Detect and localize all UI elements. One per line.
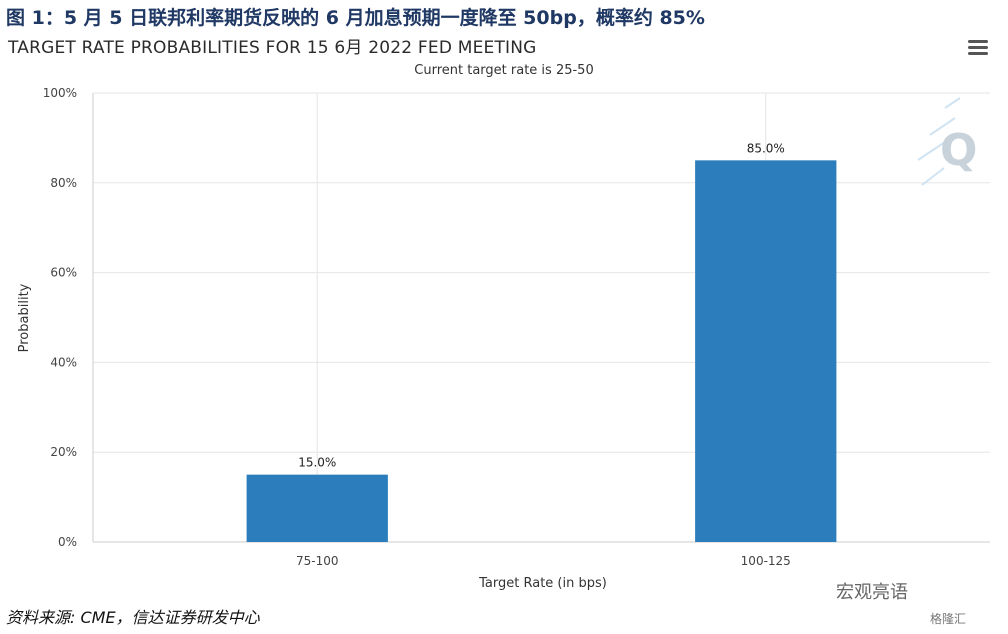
x-tick-label: 100-125 [741,554,791,568]
data-label: 85.0% [747,141,785,155]
q-logo-icon: Q [917,97,977,186]
data-label: 15.0% [298,456,336,470]
chart-title: TARGET RATE PROBABILITIES FOR 15 6月 2022… [8,38,537,58]
watermark-text: 宏观亮语 [836,582,908,603]
y-tick-label: 80% [50,176,77,190]
x-tick-label: 75-100 [296,554,339,568]
watermark-sub-text: 格隆汇 [930,612,967,626]
y-tick-label: 0% [58,535,77,549]
hamburger-menu-icon[interactable] [968,40,988,58]
figure-title: 图 1：5 月 5 日联邦利率期货反映的 6 月加息预期一度降至 50bp，概率… [6,7,705,29]
y-tick-label: 20% [50,445,77,459]
source-note: 资料来源: CME，信达证券研发中心 [6,608,260,627]
bar-75-100[interactable] [246,474,388,542]
svg-text:Q: Q [940,125,977,176]
label-layer: 0% 20% 40% 60% 80% 100% 15.0% 75-100 85.0% 100-12… [43,86,791,568]
x-axis-title: Target Rate (in bps) [478,576,607,591]
y-tick-label: 40% [50,355,77,369]
y-tick-label: 100% [43,86,77,100]
y-tick-label: 60% [50,266,77,280]
grid-layer [92,92,990,543]
y-axis-title: Probability [17,283,32,352]
bar-100-125[interactable] [695,160,837,542]
bar-layer [246,160,837,542]
chart-subtitle: Current target rate is 25-50 [414,63,594,78]
